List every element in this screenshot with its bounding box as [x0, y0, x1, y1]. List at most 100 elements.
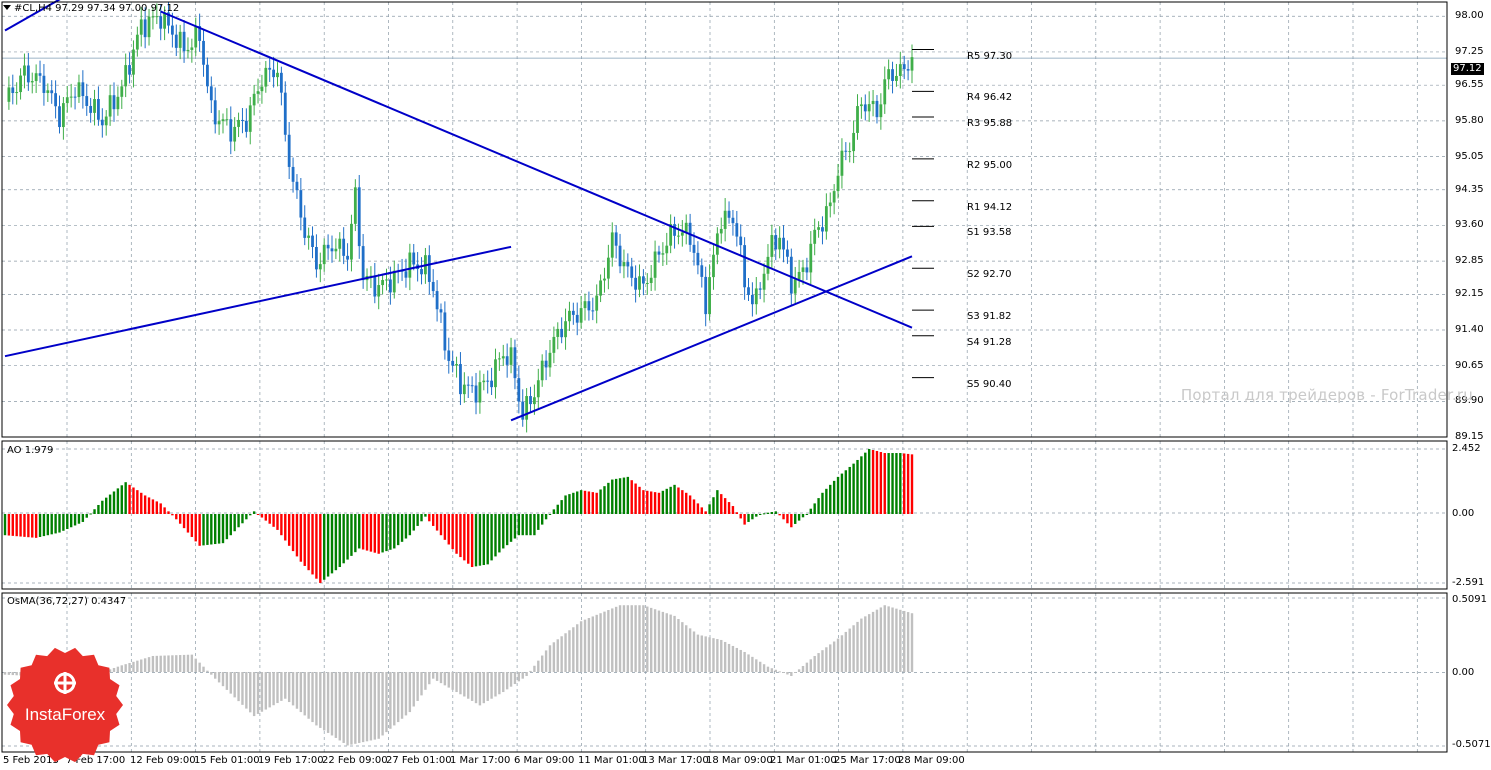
candle-body [202, 40, 205, 65]
osma-bar [112, 667, 116, 672]
candle-body [264, 67, 268, 87]
osma-bar [167, 655, 170, 672]
ao-bar [856, 459, 859, 514]
time-tick: 22 Feb 09:00 [322, 755, 388, 766]
ao-bar [657, 492, 661, 514]
osma-bar [155, 655, 159, 672]
candle-body [38, 73, 42, 76]
osma-bar [124, 664, 127, 672]
ao-bar [400, 514, 404, 542]
osma-bar [299, 672, 303, 713]
ao-bar [529, 514, 532, 536]
osma-bar [287, 672, 291, 703]
dropdown-triangle-icon[interactable] [3, 5, 11, 10]
candle-body [470, 385, 474, 387]
candle-body [97, 99, 100, 120]
ao-bar [420, 514, 423, 522]
candle-body [299, 190, 303, 218]
candle-body [128, 65, 131, 75]
candle-body [649, 277, 653, 284]
candle-body [735, 223, 739, 237]
ao-bar [700, 507, 703, 514]
osma-bar [463, 672, 466, 697]
ao-bar [326, 514, 330, 577]
osma-tick-mid: 0.00 [1452, 667, 1475, 678]
candle-body [536, 380, 540, 398]
osma-bar [307, 672, 310, 719]
candle-body [58, 106, 61, 128]
candle-body [824, 206, 828, 232]
osma-bar [583, 619, 587, 672]
pivot-label: R2 95.00 [967, 159, 1013, 171]
osma-bar [338, 672, 341, 741]
candle-body [552, 336, 556, 353]
ao-bar [237, 514, 240, 528]
ao-label: AO 1.979 [7, 445, 54, 456]
ao-bar [599, 489, 602, 514]
price-tick: 94.35 [1455, 183, 1484, 195]
ao-bar [537, 514, 540, 530]
ao-bar [77, 514, 81, 524]
ao-bar [572, 492, 575, 514]
candle-body [408, 252, 412, 278]
osma-label: OsMA(36,72,27) 0.4347 [7, 596, 127, 607]
ao-bar [665, 488, 668, 514]
osma-bar [11, 672, 14, 676]
osma-bar [7, 672, 11, 675]
candle-body [622, 262, 626, 267]
ao-bar [786, 514, 789, 524]
candle-body [895, 75, 898, 81]
ao-bar [101, 500, 104, 514]
osma-bar [315, 672, 318, 726]
candle-body [443, 312, 447, 351]
osma-bar [229, 672, 232, 694]
osma-bar [786, 672, 789, 675]
ao-bar [478, 514, 482, 566]
ao-bar [404, 514, 408, 539]
candle-body [455, 364, 458, 366]
ao-bar [451, 514, 454, 550]
ao-bar [630, 480, 633, 514]
candle-body [696, 252, 700, 266]
osma-bar [365, 672, 369, 742]
time-tick: 5 Feb 2013 [3, 755, 59, 766]
ao-bar [642, 490, 645, 514]
ao-bar [735, 512, 739, 514]
ao-bar [770, 512, 774, 514]
osma-bar [704, 636, 707, 672]
ao-bar [669, 486, 672, 514]
ao-bar [229, 514, 232, 536]
ao-bar [377, 514, 380, 554]
osma-bar [739, 649, 742, 672]
ao-bar [202, 514, 205, 546]
panel-frames [1, 1, 1448, 753]
candle-body [766, 256, 770, 274]
candle-body [517, 378, 521, 402]
ao-bar [194, 514, 197, 542]
osma-bar [673, 615, 676, 672]
ao-bar [38, 514, 42, 537]
candle-body [206, 64, 209, 87]
candle-body [731, 217, 735, 224]
candle-body [330, 248, 334, 252]
ao-bar [751, 514, 754, 520]
osma-bar [879, 607, 883, 672]
candle-body [151, 16, 155, 18]
candle-body [241, 119, 244, 121]
candle-body [73, 96, 77, 98]
ao-bar [284, 514, 287, 541]
candle-body [657, 251, 661, 255]
ao-bar [848, 466, 851, 514]
candle-body [595, 295, 599, 311]
ao-bar [167, 511, 170, 514]
candle-body [42, 75, 46, 93]
osma-bar [490, 672, 493, 699]
candle-body [198, 26, 202, 41]
candle-body [859, 104, 863, 107]
candle-body [727, 210, 731, 218]
ao-bar [89, 513, 92, 515]
pivot-label: S3 91.82 [967, 311, 1012, 323]
osma-bar [116, 666, 120, 672]
candle-body [459, 364, 462, 395]
